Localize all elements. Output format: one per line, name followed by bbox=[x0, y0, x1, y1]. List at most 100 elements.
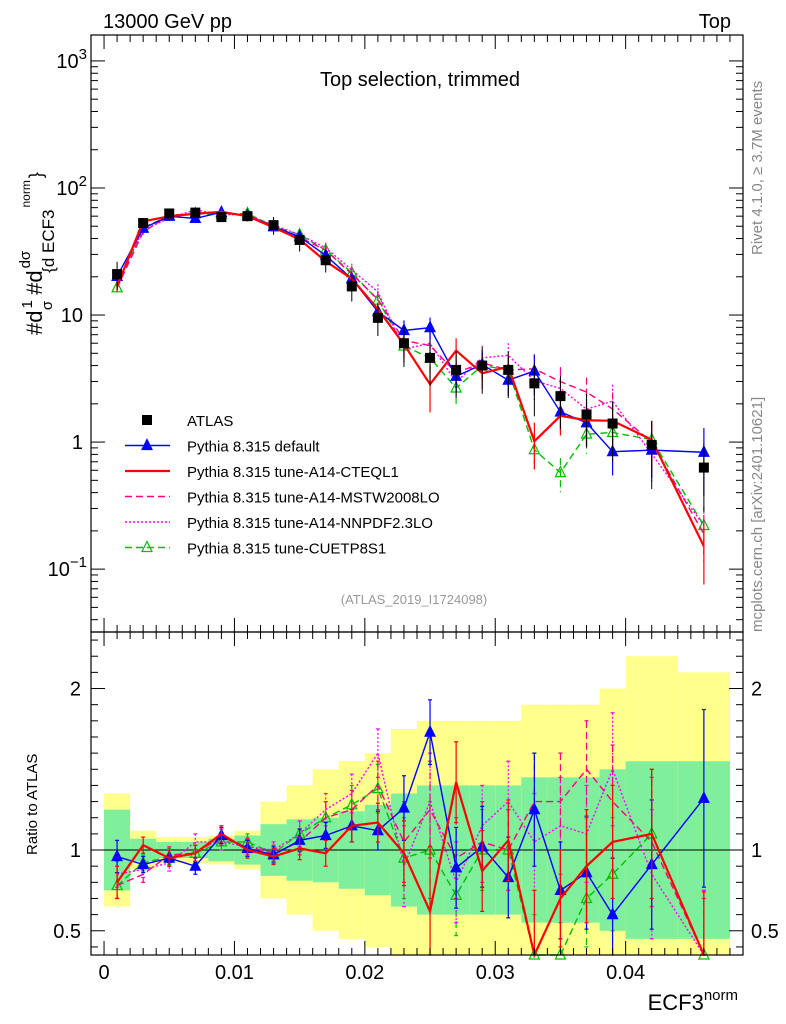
ratio-series-marker bbox=[111, 849, 124, 862]
data-point bbox=[646, 439, 657, 450]
analysis-id: (ATLAS_2019_I1724098) bbox=[341, 592, 487, 607]
ratio-series-marker bbox=[450, 860, 463, 873]
data-point bbox=[268, 220, 279, 231]
ylabel-part-f: {d ECF3 bbox=[39, 210, 58, 273]
header-left: 13000 GeV pp bbox=[103, 11, 232, 33]
legend-series-label: Pythia 8.315 tune-A14-NNPDF2.3LO bbox=[187, 515, 433, 532]
data-point bbox=[451, 364, 462, 375]
ylabel-part-b: 1 bbox=[19, 300, 36, 308]
data-point bbox=[242, 211, 253, 222]
ylabel-part-h: } bbox=[26, 172, 46, 178]
x-tick-label: 0 bbox=[98, 962, 109, 984]
ratio-y-tick-label-right: 0.5 bbox=[751, 921, 779, 943]
ratio-series-marker bbox=[606, 907, 619, 920]
y-axis-label: #d1 σ#ddσ {d ECF3norm} bbox=[17, 172, 58, 335]
data-point bbox=[294, 234, 305, 245]
main-series-line bbox=[116, 210, 705, 547]
main-series-marker bbox=[554, 465, 567, 478]
xlabel-main: ECF3 bbox=[648, 990, 704, 1015]
data-point bbox=[346, 281, 357, 292]
x-tick-label: 0.03 bbox=[476, 962, 515, 984]
ratio-series-line bbox=[116, 751, 705, 956]
data-point bbox=[555, 391, 566, 402]
data-point bbox=[190, 207, 201, 218]
data-point bbox=[112, 269, 123, 280]
ratio-y-tick-label: 1 bbox=[70, 840, 81, 862]
ratio-panel: 0.5 0.5 1 1 2 2 0 0.01 0.02 0.03 0.04 bbox=[53, 631, 779, 984]
ratio-y-tick-label-right: 1 bbox=[751, 840, 762, 862]
header-right: Top bbox=[699, 11, 731, 33]
ratio-series-marker bbox=[554, 947, 567, 960]
data-point bbox=[398, 338, 409, 349]
main-y-tick-label: 10−1 bbox=[48, 554, 87, 581]
data-point bbox=[138, 218, 149, 229]
legend-series-label: Pythia 8.315 tune-A14-MSTW2008LO bbox=[187, 490, 440, 507]
ratio-series-marker bbox=[528, 802, 541, 815]
main-x-ticks bbox=[103, 35, 731, 632]
main-data-points bbox=[112, 207, 709, 512]
ylabel-part-g: norm bbox=[19, 180, 33, 207]
data-point bbox=[503, 364, 514, 375]
mcplots-label: mcplots.cern.ch [arXiv:2401.10621] bbox=[749, 397, 766, 632]
main-series-line bbox=[116, 212, 705, 535]
xlabel-sup: norm bbox=[704, 987, 738, 1004]
data-point bbox=[425, 352, 436, 363]
plot-title: Top selection, trimmed bbox=[320, 69, 520, 91]
ratio-x-ticks: 0 0.01 0.02 0.03 0.04 bbox=[98, 632, 731, 984]
legend: ATLAS Pythia 8.315 default Pythia 8.315 tu… bbox=[125, 413, 440, 558]
ratio-series-marker bbox=[137, 857, 150, 870]
ratio-series-line bbox=[116, 781, 705, 959]
main-series-line bbox=[116, 212, 705, 526]
x-tick-label: 0.04 bbox=[606, 962, 645, 984]
main-y-tick-label: 103 bbox=[56, 46, 87, 73]
legend-marker bbox=[141, 438, 153, 451]
x-tick-label: 0.02 bbox=[345, 962, 384, 984]
ratio-series-marker bbox=[319, 828, 332, 841]
ratio-uncertainty-band bbox=[104, 656, 730, 955]
main-y-tick-label: 102 bbox=[56, 173, 87, 200]
ratio-series-marker bbox=[371, 781, 384, 794]
ratio-series-marker bbox=[189, 858, 202, 871]
main-y-tick-label: 10 bbox=[61, 305, 83, 327]
data-point bbox=[698, 462, 709, 473]
legend-series-label: Pythia 8.315 tune-CUETP8S1 bbox=[187, 541, 386, 558]
legend-data-marker bbox=[142, 415, 152, 425]
ylabel-part-e: dσ bbox=[17, 250, 34, 268]
legend-data-label: ATLAS bbox=[187, 413, 233, 430]
ratio-series-line bbox=[116, 768, 705, 956]
legend-series-label: Pythia 8.315 tune-A14-CTEQL1 bbox=[187, 464, 399, 481]
x-tick-label: 0.01 bbox=[215, 962, 254, 984]
ratio-series-marker bbox=[697, 791, 710, 803]
ratio-y-tick-label: 2 bbox=[70, 679, 81, 701]
ratio-y-tick-label: 0.5 bbox=[53, 921, 81, 943]
data-point bbox=[607, 418, 618, 429]
data-point bbox=[477, 360, 488, 371]
data-point bbox=[529, 378, 540, 389]
ratio-series-marker bbox=[528, 947, 541, 960]
data-point bbox=[581, 409, 592, 420]
data-point bbox=[164, 208, 175, 219]
ratio-y-label: Ratio to ATLAS bbox=[24, 754, 41, 855]
ratio-series-lines bbox=[111, 699, 710, 960]
ratio-series-marker bbox=[424, 724, 437, 737]
x-axis-label: ECF3norm bbox=[648, 987, 738, 1015]
main-series-marker bbox=[424, 320, 437, 333]
svg-text:#d1σ#ddσ{d ECF3norm}: #d1 σ#ddσ {d ECF3norm} bbox=[17, 172, 58, 335]
ratio-y-tick-label-right: 2 bbox=[751, 679, 762, 701]
data-point bbox=[216, 212, 227, 223]
legend-series-label: Pythia 8.315 default bbox=[187, 439, 320, 456]
data-point bbox=[372, 312, 383, 323]
rivet-label: Rivet 4.1.0, ≥ 3.7M events bbox=[749, 81, 766, 255]
ratio-y-ticks: 0.5 0.5 1 1 2 2 bbox=[53, 639, 779, 948]
ratio-series-marker bbox=[697, 947, 710, 960]
main-y-tick-label: 1 bbox=[72, 432, 83, 454]
ylabel-part-d: #d bbox=[22, 270, 47, 294]
data-point bbox=[320, 255, 331, 266]
ratio-series-line bbox=[116, 787, 705, 956]
legend-marker bbox=[141, 540, 153, 553]
ylabel-part-c: σ bbox=[39, 300, 56, 310]
ylabel-part-a: #d bbox=[22, 311, 47, 335]
